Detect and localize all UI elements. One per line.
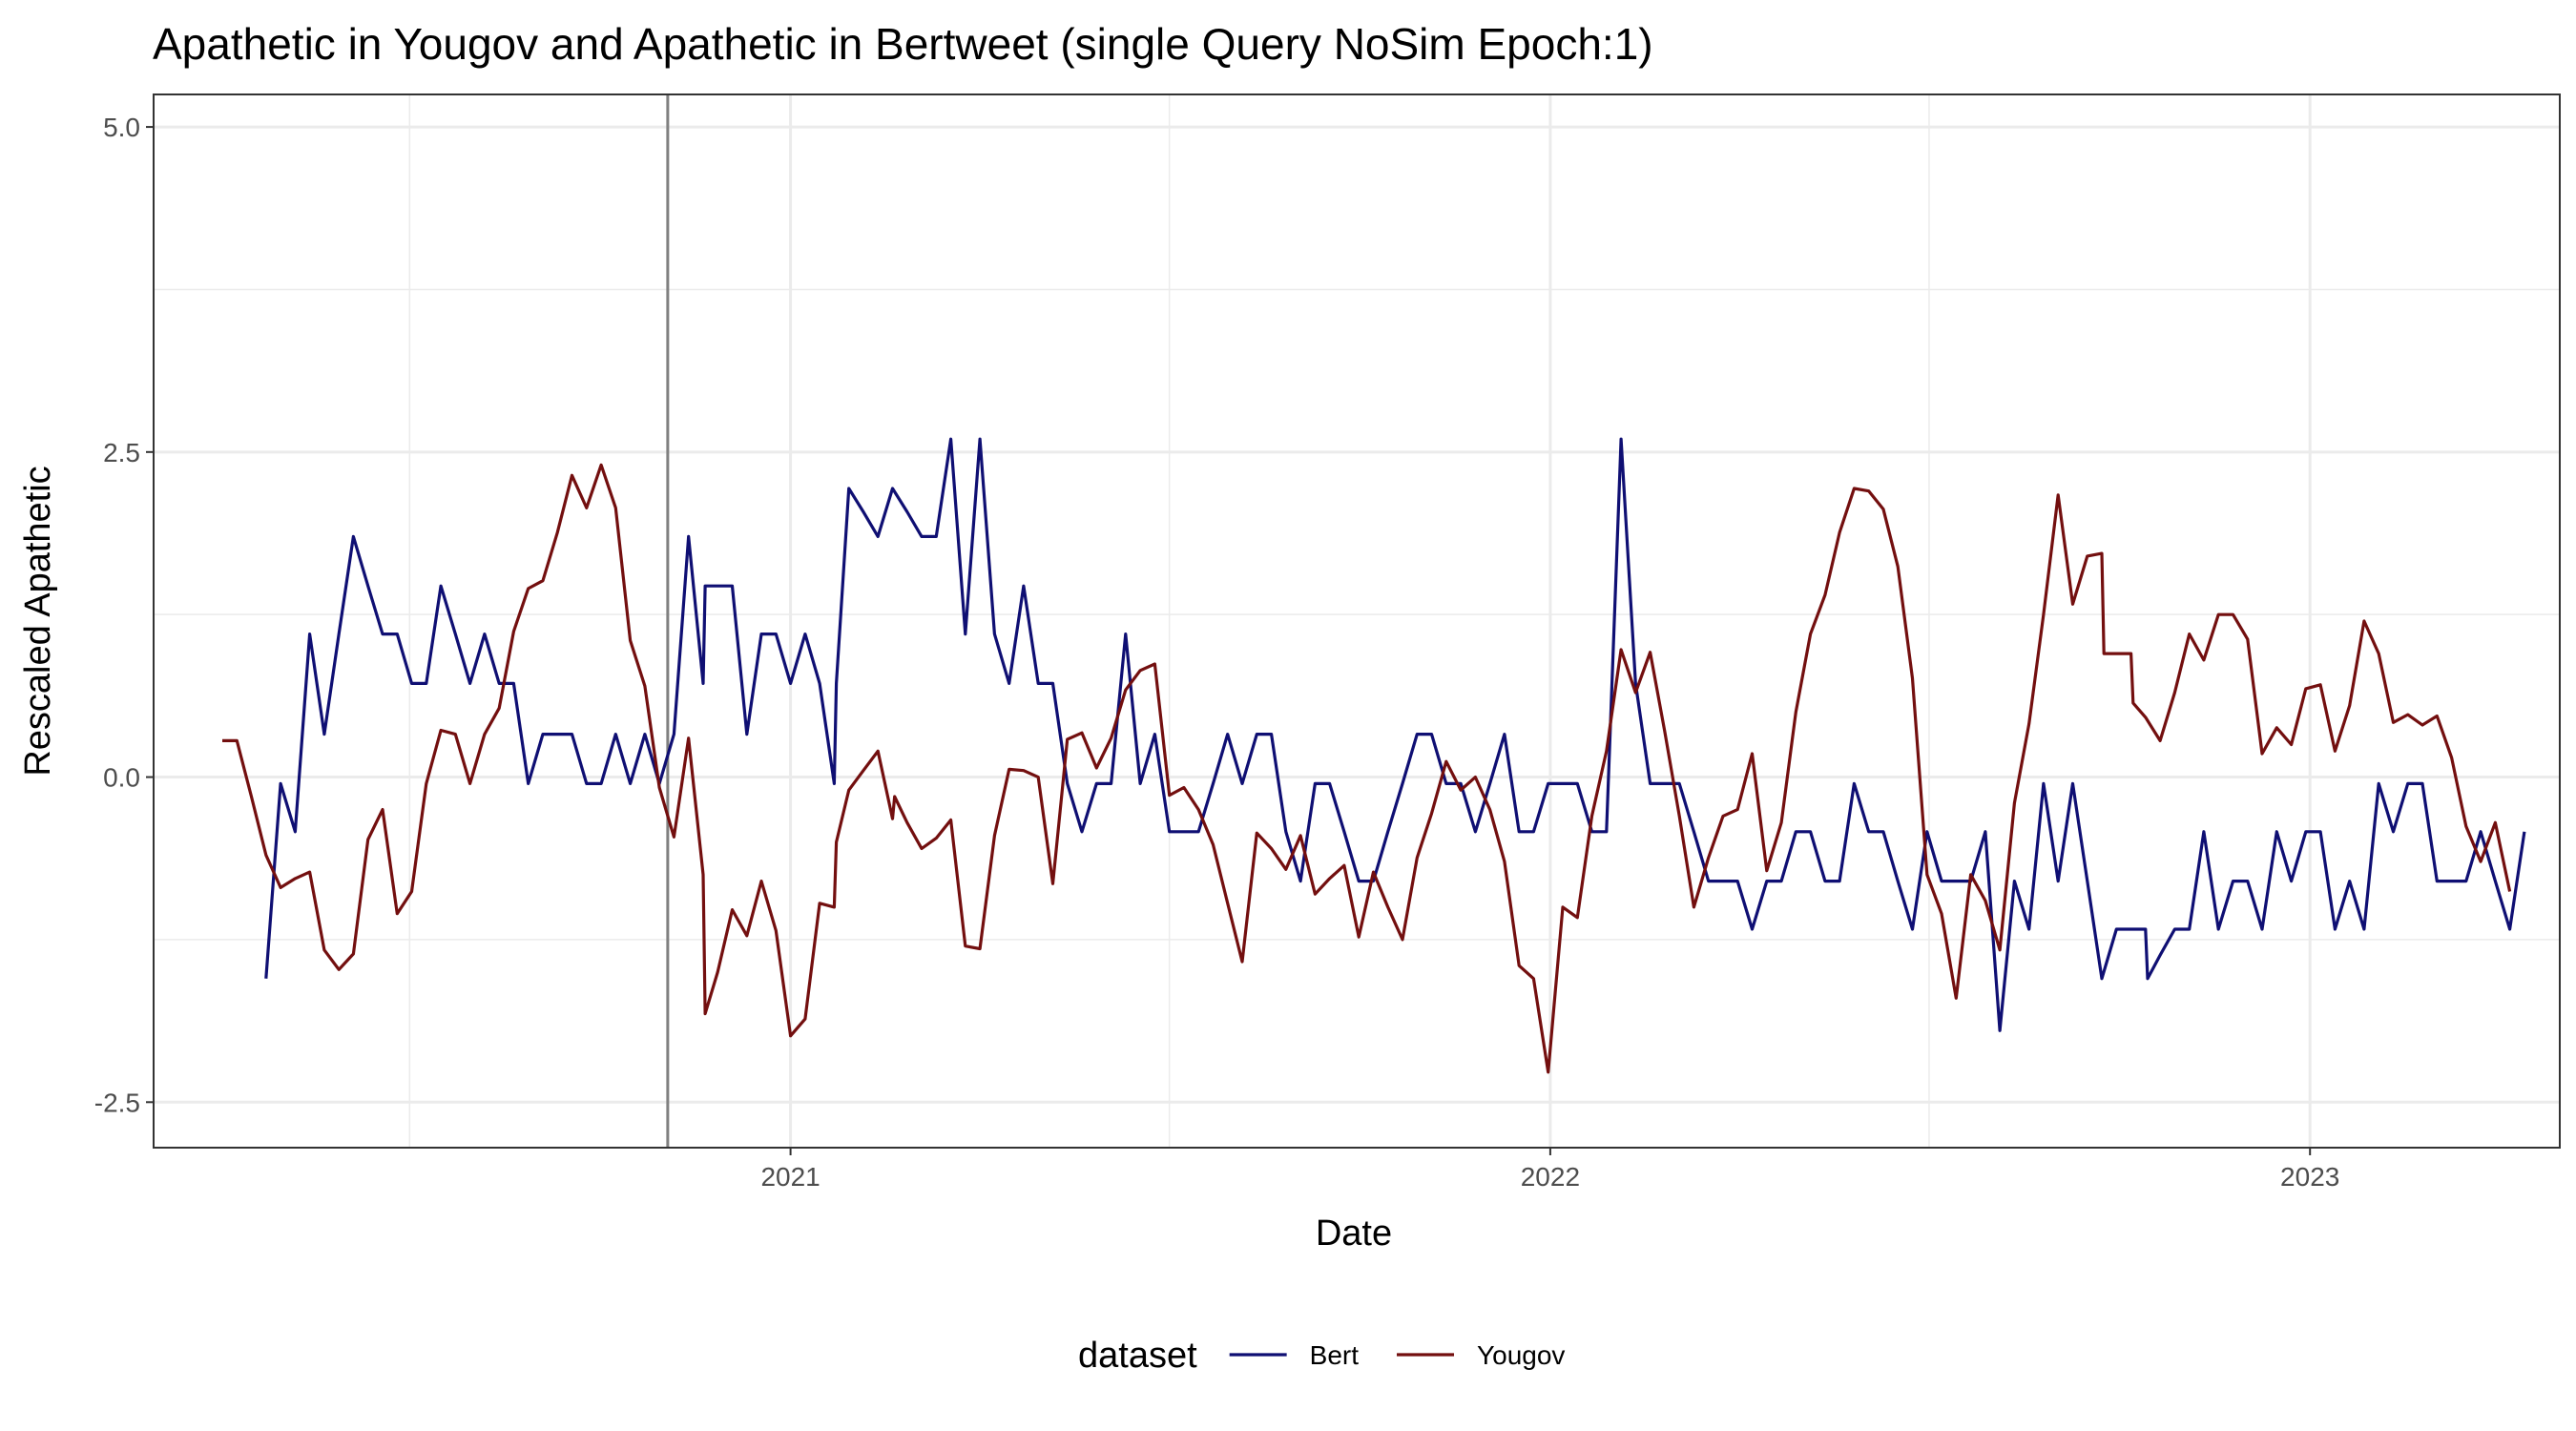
legend-items: Bert Yougov — [1229, 1340, 1565, 1370]
y-tick-label: 5.0 — [103, 113, 140, 142]
x-tick-label: 2022 — [1521, 1162, 1580, 1192]
y-tick-label: -2.5 — [94, 1088, 140, 1117]
y-axis-title: Rescaled Apathetic — [18, 466, 58, 776]
plot-background — [154, 94, 2560, 1148]
chart-title: Apathetic in Yougov and Apathetic in Ber… — [153, 19, 1653, 69]
plot-panel — [153, 93, 2561, 1149]
x-axis-title: Date — [1316, 1213, 1392, 1254]
y-tick-label: 0.0 — [103, 763, 140, 793]
legend-label-bert: Bert — [1310, 1340, 1360, 1370]
legend-title: dataset — [1078, 1336, 1197, 1376]
y-tick-label: 2.5 — [103, 438, 140, 467]
series-line-bert — [264, 437, 2526, 1032]
plot-border — [153, 93, 2561, 1149]
legend: dataset Bert Yougov — [1078, 1336, 1565, 1376]
grid-major — [154, 94, 2560, 1148]
y-axis: 5.0 2.5 0.0 -2.5 — [94, 113, 154, 1117]
grid-minor — [154, 94, 2560, 1148]
x-tick-label: 2021 — [760, 1162, 820, 1192]
series-lines — [222, 437, 2526, 1074]
x-axis: 2021 2022 2023 — [760, 1148, 2339, 1192]
legend-label-yougov: Yougov — [1477, 1340, 1565, 1370]
series-line-yougov — [222, 463, 2512, 1074]
x-tick-label: 2023 — [2280, 1162, 2339, 1192]
